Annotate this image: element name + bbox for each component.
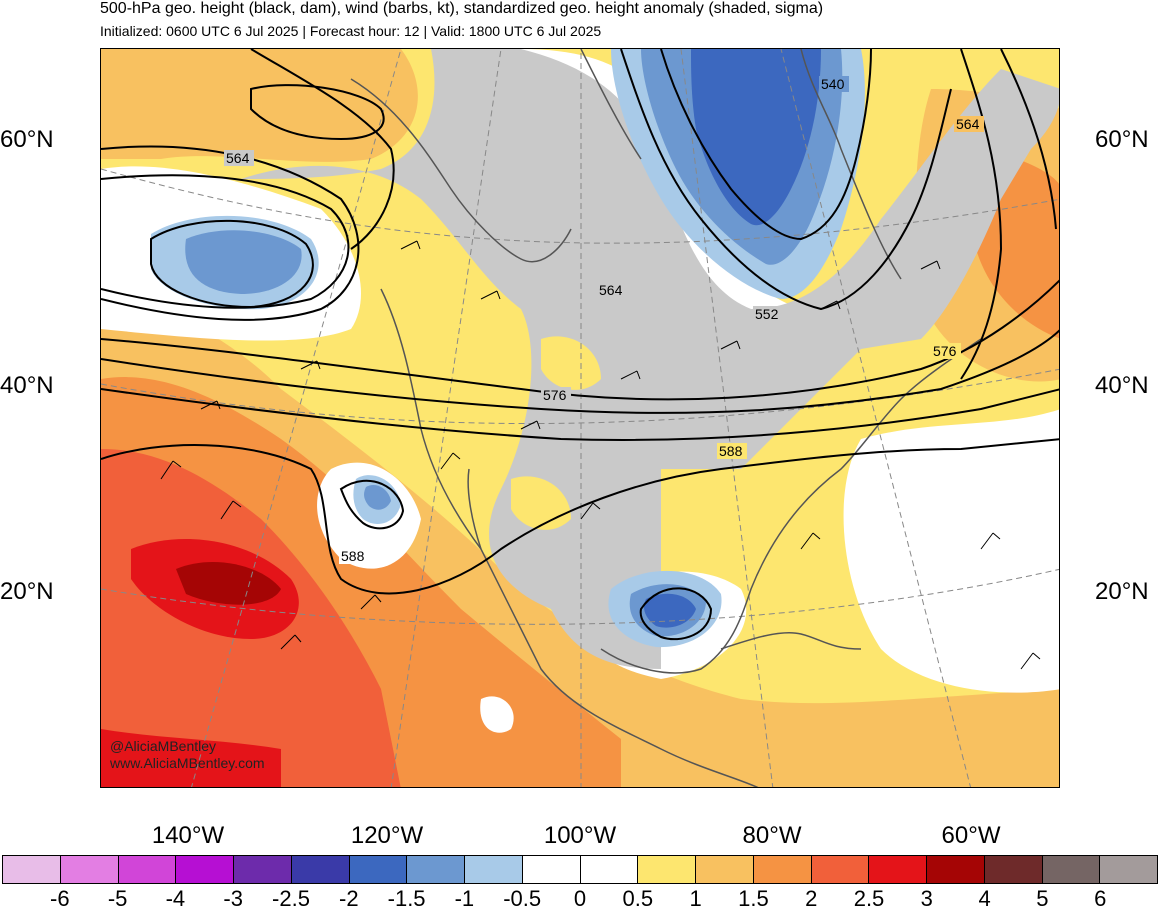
colorbar-label: 2: [805, 886, 818, 911]
colorbar-label: 2.5: [853, 886, 885, 911]
contour-label-564-east: 564: [956, 116, 980, 132]
colorbar-label: 1: [689, 886, 702, 911]
colorbar-swatch: [407, 856, 465, 883]
contour-label-564-west: 564: [226, 150, 250, 166]
contour-label-576-east: 576: [933, 343, 957, 359]
map-subtitle: Initialized: 0600 UTC 6 Jul 2025 | Forec…: [100, 23, 602, 39]
colorbar-label: 6: [1094, 886, 1107, 911]
colorbar-swatch: [465, 856, 523, 883]
lat-label-right-60: 60°N: [1095, 126, 1149, 153]
anomaly-shading: [101, 49, 1059, 787]
colorbar-swatch: [638, 856, 696, 883]
colorbar-swatch: [234, 856, 292, 883]
lat-label-right-20: 20°N: [1095, 578, 1149, 605]
contour-label-552: 552: [755, 306, 779, 322]
colorbar-swatch: [291, 856, 350, 883]
colorbar-label: -4: [165, 886, 186, 911]
colorbar-swatch: [811, 856, 870, 883]
lon-label-140w: 140°W: [151, 822, 225, 849]
colorbar-swatch: [118, 856, 177, 883]
colorbar-swatch: [349, 856, 408, 883]
colorbar-label: -2.5: [272, 886, 310, 911]
colorbar-swatch: [927, 856, 985, 883]
contour-labels: 540 564 564 564 552 576 576 588 588: [224, 76, 984, 564]
contour-label-588-east: 588: [719, 443, 743, 459]
colorbar-label: -1.5: [387, 886, 426, 911]
colorbar-label: 0: [573, 886, 587, 911]
colorbar-swatch: [869, 856, 927, 883]
lon-label-120w: 120°W: [350, 822, 424, 849]
colorbar-label: -6: [50, 886, 70, 911]
colorbar-label: 0.5: [622, 886, 654, 911]
contour-label-540: 540: [821, 76, 845, 92]
colorbar-swatch: [3, 856, 61, 883]
map-title: 500-hPa geo. height (black, dam), wind (…: [100, 0, 824, 17]
colorbar-swatch: [1042, 856, 1101, 883]
colorbar: [2, 855, 1158, 884]
colorbar-label: 1.5: [738, 886, 769, 911]
credit-handle: @AliciaMBentley: [110, 738, 217, 754]
lat-label-right-40: 40°N: [1095, 372, 1149, 399]
contour-label-564-central: 564: [599, 282, 623, 298]
colorbar-swatch: [753, 856, 812, 883]
lat-label-left-40: 40°N: [0, 372, 54, 399]
colorbar-swatch: [984, 856, 1043, 883]
colorbar-swatch: [1100, 856, 1157, 883]
colorbar-swatch: [696, 856, 754, 883]
wind-barbs: [160, 240, 1041, 670]
colorbar-label: 3: [920, 886, 933, 911]
colorbar-label: -2: [339, 886, 359, 911]
colorbar-label: -0.5: [503, 886, 542, 911]
colorbar-label: 4: [978, 886, 991, 911]
colorbar-label: -1: [454, 886, 475, 911]
colorbar-label: 5: [1036, 886, 1049, 911]
colorbar-label: -5: [107, 886, 128, 911]
contour-label-576-central: 576: [543, 387, 567, 403]
colorbar-swatch: [176, 856, 234, 883]
lon-label-60w: 60°W: [941, 822, 1001, 849]
lat-label-left-20: 20°N: [0, 578, 54, 605]
colorbar-swatch: [60, 856, 119, 883]
colorbar-label: -3: [223, 886, 243, 911]
colorbar-swatch: [580, 856, 639, 883]
map-panel[interactable]: 540 564 564 564 552 576 576 588 588: [100, 48, 1060, 788]
credit-website[interactable]: www.AliciaMBentley.com: [110, 755, 265, 771]
colorbar-swatch: [522, 856, 581, 883]
height-contours: [101, 49, 1059, 641]
contour-label-588-west: 588: [341, 548, 365, 564]
lon-label-100w: 100°W: [543, 822, 617, 849]
coastlines: [350, 49, 982, 787]
lat-label-left-60: 60°N: [0, 126, 54, 153]
map-canvas: 540 564 564 564 552 576 576 588 588: [101, 49, 1059, 787]
lon-label-80w: 80°W: [742, 822, 802, 849]
